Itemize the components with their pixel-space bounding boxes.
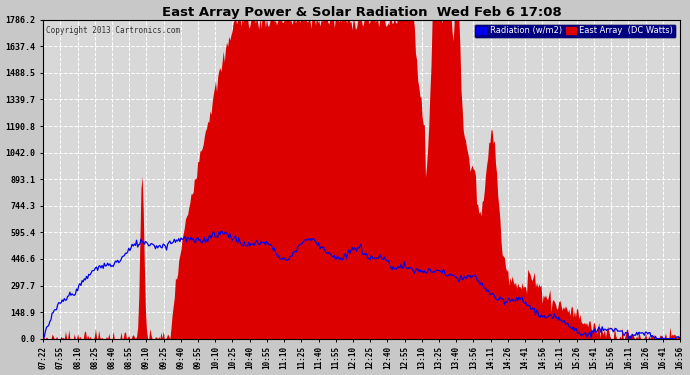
Text: Copyright 2013 Cartronics.com: Copyright 2013 Cartronics.com bbox=[46, 26, 181, 35]
Legend: Radiation (w/m2), East Array  (DC Watts): Radiation (w/m2), East Array (DC Watts) bbox=[474, 24, 676, 38]
Title: East Array Power & Solar Radiation  Wed Feb 6 17:08: East Array Power & Solar Radiation Wed F… bbox=[161, 6, 562, 18]
